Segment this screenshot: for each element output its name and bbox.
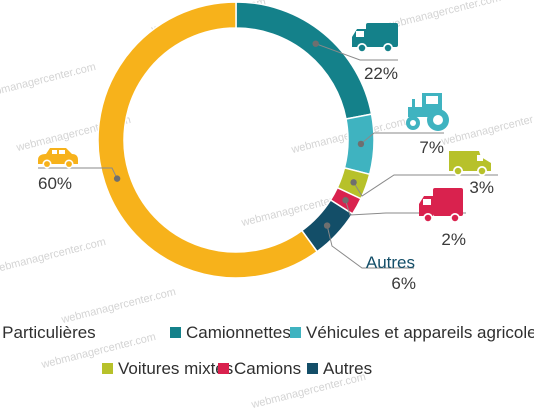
leader-dot-camionnettes (312, 40, 319, 47)
leader-line-camionnettes (315, 43, 398, 61)
slice-camionnettes (235, 1, 373, 120)
leader-dot-voitures-particulieres (113, 175, 121, 182)
legend-item-vehicules-et-appareils-agricoles: Véhicules et appareils agricoles (306, 323, 534, 342)
tractor-icon (406, 93, 449, 131)
leader-dot-vehicules-et-appareils-agricoles (357, 140, 365, 148)
legend-item-voitures-mixtes: Voitures mixtes (118, 359, 233, 378)
legend-item-voitures-particulieres: Voitures Particulières (0, 323, 96, 342)
leader-dot-autres (323, 222, 331, 229)
legend-swatch-camionnettes (170, 327, 181, 338)
leader-line-voitures-mixtes (353, 174, 498, 197)
van-icon (352, 23, 398, 53)
legend-item-autres: Autres (323, 359, 372, 378)
value-label-camions: 2% (441, 230, 466, 249)
car-icon (38, 148, 78, 169)
pickup-van-icon (449, 151, 491, 176)
value-label-vehicules-et-appareils-agricoles: 7% (419, 138, 444, 157)
leader-dot-voitures-mixtes (350, 179, 357, 186)
leader-line-vehicules-et-appareils-agricoles (360, 132, 444, 145)
annotation-autres: Autres (366, 253, 415, 272)
legend-swatch-autres (307, 363, 318, 374)
value-label-autres: 6% (391, 274, 416, 293)
legend-item-camions: Camions (234, 359, 301, 378)
value-label-voitures-particulieres: 60% (38, 174, 72, 193)
legend-swatch-camions (218, 363, 229, 374)
legend-swatch-voitures-mixtes (102, 363, 113, 374)
leader-line-autres (326, 225, 414, 269)
value-label-voitures-mixtes: 3% (469, 178, 494, 197)
slice-voitures-particulieres (97, 1, 319, 279)
leader-dot-camions (342, 197, 349, 204)
leader-line-voitures-particulieres (38, 167, 118, 179)
legend-swatch-vehicules-et-appareils-agricoles (290, 327, 301, 338)
legend-item-camionnettes: Camionnettes (186, 323, 291, 342)
donut-chart: 22% 7% 3% 2% 6% 60% Autres Voitures Particuliè… (0, 1, 534, 378)
value-label-camionnettes: 22% (364, 64, 398, 83)
truck-icon (419, 188, 463, 223)
